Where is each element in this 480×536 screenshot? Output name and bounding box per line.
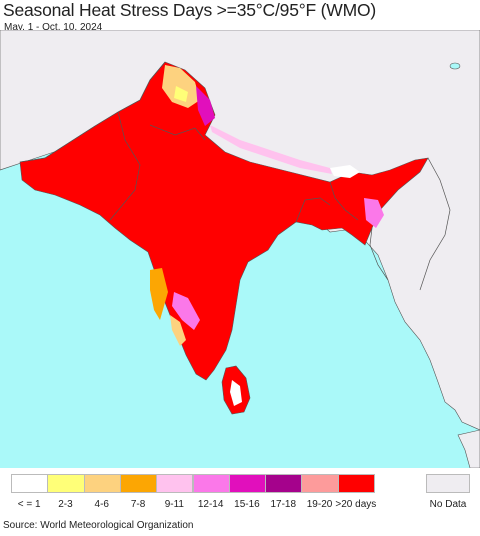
patch-srilanka-white: [230, 380, 242, 406]
legend-label-0: < = 1: [17, 499, 41, 510]
legend-swatch-nodata: [426, 474, 470, 493]
legend-label-9: >20 days: [335, 499, 377, 510]
legend-swatch-4: [156, 474, 194, 493]
legend-swatch-2: [83, 474, 121, 493]
patch-north-magenta: [196, 86, 215, 126]
map-svg: [0, 30, 480, 468]
legend-swatch-1: [47, 474, 85, 493]
patch-north-orange: [162, 65, 200, 108]
legend-label-1: 2-3: [58, 499, 73, 510]
source-note: Source: World Meteorological Organizatio…: [3, 520, 194, 531]
legend-swatch-6: [228, 474, 267, 493]
legend: < = 1 2-3 4-6 7-8 9-11 12-14 15-16 17-18 19-20 >2…: [11, 472, 471, 512]
legend-swatch-8: [301, 474, 339, 493]
patch-himalaya-pink: [210, 125, 332, 174]
legend-label-3: 7-8: [130, 499, 146, 510]
patch-northeast-magenta: [364, 198, 384, 228]
legend-swatch-0: [11, 474, 49, 493]
patch-north-yellow: [174, 86, 188, 102]
legend-label-nodata: No Data: [429, 499, 467, 510]
patch-nepal-white: [330, 165, 360, 178]
legend-swatch-7: [265, 474, 303, 493]
legend-label-7: 17-18: [270, 499, 297, 510]
lake-issyk: [449, 62, 461, 70]
legend-label-8: 19-20: [306, 499, 333, 510]
legend-swatch-3: [119, 474, 158, 493]
legend-swatch-9: [337, 474, 375, 493]
map-subtitle: May. 1 - Oct. 10, 2024: [4, 22, 103, 33]
border-lines: [19, 61, 451, 291]
legend-label-6: 15-16: [234, 499, 260, 510]
land-nodata-east: [457, 429, 480, 468]
patch-west-orange: [150, 268, 168, 320]
legend-swatch-5: [192, 474, 230, 493]
legend-label-5: 12-14: [197, 499, 224, 510]
legend-label-4: 9-11: [164, 499, 184, 510]
map-title: Seasonal Heat Stress Days >=35°C/95°F (W…: [3, 0, 377, 20]
heat-stress-map: [0, 30, 480, 468]
legend-label-2: 4-6: [94, 499, 109, 510]
patch-west-pink: [172, 292, 200, 330]
patch-west-yellow: [170, 315, 186, 346]
